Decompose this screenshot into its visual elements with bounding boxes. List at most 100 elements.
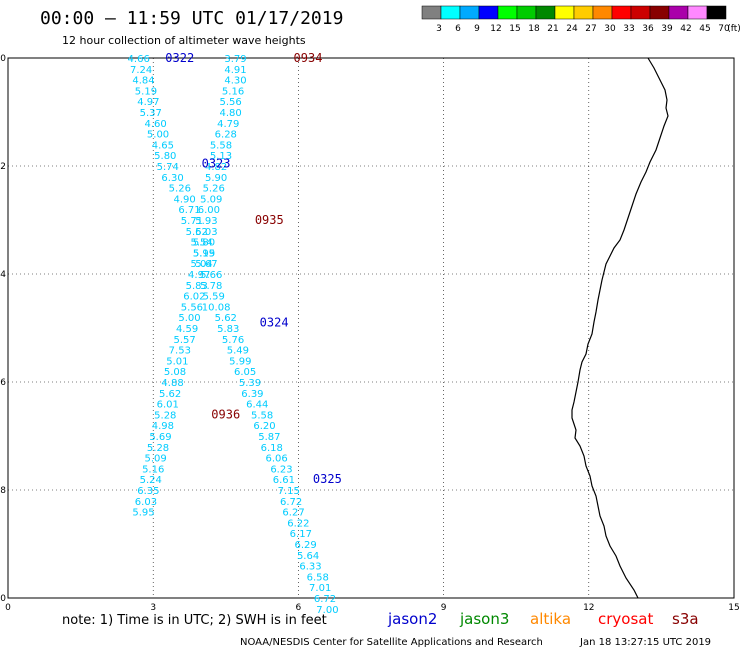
legend-jason3: jason3	[459, 610, 509, 628]
colorbar-tick-label: 6	[455, 24, 461, 34]
wave-height-value: 5.56	[181, 302, 203, 313]
wave-height-value: 4.98	[152, 421, 174, 432]
pass-id-label: 0934	[294, 51, 323, 65]
wave-height-value: 7.53	[169, 346, 191, 357]
wave-height-value: 6.33	[299, 562, 321, 573]
wave-height-value: 5.03	[195, 227, 217, 238]
wave-height-value: 5.04	[190, 259, 212, 270]
colorbar-tick-label: 39	[661, 24, 673, 34]
colorbar-swatch	[668, 5, 689, 20]
wave-height-value: 5.66	[200, 270, 222, 281]
legend-altika: altika	[530, 610, 571, 628]
wave-height-value: 5.54	[190, 238, 212, 249]
wave-height-value: 5.67	[195, 259, 217, 270]
wave-height-value: 5.90	[205, 173, 227, 184]
colorbar-swatch	[516, 5, 537, 20]
wave-height-value: 5.74	[157, 162, 179, 173]
colorbar-tick-label: 45	[699, 24, 710, 34]
wave-height-value: 5.09	[144, 454, 166, 465]
x-tick-label: 9	[441, 603, 447, 613]
pass-id-label: 0936	[211, 407, 240, 421]
wave-height-value: 5.26	[169, 184, 191, 195]
wave-height-value: 6.01	[157, 400, 179, 411]
wave-height-value: 5.16	[142, 464, 164, 475]
wave-height-value: 5.83	[217, 324, 239, 335]
colorbar-tick-label: 27	[585, 24, 596, 34]
colorbar-tick-label: 9	[474, 24, 480, 34]
wave-height-value: 6.71	[178, 205, 200, 216]
legend-s3a: s3a	[672, 610, 699, 628]
legend: note: 1) Time is in UTC; 2) SWH is in fe…	[62, 610, 699, 628]
wave-height-value: 5.16	[222, 86, 244, 97]
wave-height-value: 6.72	[314, 594, 336, 605]
wave-height-value: 6.39	[241, 389, 263, 400]
wave-height-value: 7.15	[278, 486, 300, 497]
map-grid: 0 3 6 9 12 15 -10 -12 -14 -16 -18 -20	[0, 54, 740, 613]
wave-height-value: 5.59	[203, 292, 225, 303]
wave-height-value: 5.08	[164, 367, 186, 378]
wave-height-value: 5.93	[195, 216, 217, 227]
colorbar-swatch	[573, 5, 594, 20]
colorbar-tick-label: 21	[547, 24, 558, 34]
wave-height-value: 4.65	[152, 140, 174, 151]
colorbar-tick-label: 24	[566, 24, 578, 34]
wave-height-value: 6.30	[161, 173, 183, 184]
wave-height-value: 4.97	[188, 270, 210, 281]
y-tick-label: -10	[0, 54, 6, 64]
x-tick-label: 15	[728, 603, 739, 613]
wave-height-value: 5.76	[222, 335, 244, 346]
colorbar-tick-label: 36	[642, 24, 654, 34]
colorbar-tick-label: 42	[680, 24, 691, 34]
chart-subtitle: 12 hour collection of altimeter wave hei…	[62, 34, 306, 47]
pass-id-label: 0323	[202, 156, 231, 170]
x-tick-label: 6	[296, 603, 302, 613]
wave-height-value: 5.56	[220, 97, 242, 108]
wave-height-value: 4.66	[128, 54, 150, 65]
wave-height-value: 7.24	[130, 65, 152, 76]
pass-id-label: 0322	[165, 51, 194, 65]
pass-id-label: 0935	[255, 213, 284, 227]
wave-height-value: 6.58	[307, 572, 329, 583]
wave-height-value: 5.28	[147, 443, 169, 454]
wave-height-value: 5.99	[229, 356, 251, 367]
footer-credit: NOAA/NESDIS Center for Satellite Applica…	[240, 637, 543, 648]
wave-height-value: 4.84	[132, 76, 154, 87]
colorbar-tick-label: 18	[528, 24, 540, 34]
wave-height-value: 6.44	[246, 400, 268, 411]
pass-labels: 0322 0934 0323 0935 0324 0936 0325	[165, 51, 342, 486]
legend-jason2: jason2	[387, 610, 437, 628]
colorbar-tick-label: 30	[604, 24, 616, 34]
wave-height-value: 5.37	[140, 108, 162, 119]
wave-height-value: 7.01	[309, 583, 331, 594]
footer-note: note: 1) Time is in UTC; 2) SWH is in fe…	[62, 613, 327, 628]
wave-height-value: 5.19	[135, 86, 157, 97]
legend-cryosat: cryosat	[598, 610, 653, 628]
wave-height-value: 4.79	[217, 119, 239, 130]
colorbar-swatch	[592, 5, 613, 20]
colorbar-swatch	[478, 5, 499, 20]
wave-height-value: 5.95	[132, 508, 154, 519]
wave-height-value: 5.80	[193, 238, 215, 249]
wave-height-value: 4.30	[224, 76, 246, 87]
wave-height-value: 5.09	[200, 194, 222, 205]
chart-title: 00:00 – 11:59 UTC 01/17/2019	[40, 8, 343, 29]
colorbar-swatch	[611, 5, 632, 20]
x-tick-label: 12	[583, 603, 594, 613]
wave-height-value: 5.83	[186, 281, 208, 292]
wave-height-value: 5.00	[178, 313, 200, 324]
colorbar-tick-label: 70	[718, 24, 730, 34]
wave-height-value: 6.00	[198, 205, 220, 216]
wave-height-value: 5.62	[159, 389, 181, 400]
colorbar-swatch	[630, 5, 651, 20]
wave-height-value: 6.06	[265, 454, 287, 465]
wave-height-value: 6.72	[280, 497, 302, 508]
colorbar-swatch	[421, 5, 442, 20]
colorbar-swatch	[535, 5, 556, 20]
wave-height-value: 4.91	[224, 65, 246, 76]
coastline	[571, 57, 669, 599]
wave-height-value: 4.82	[205, 162, 227, 173]
wave-height-value: 5.58	[210, 140, 232, 151]
map-frame	[7, 57, 735, 599]
wave-height-value: 5.39	[239, 378, 261, 389]
